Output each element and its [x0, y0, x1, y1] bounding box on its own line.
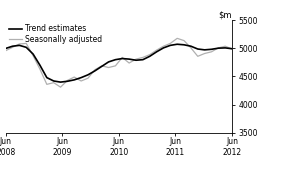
- Trend estimates: [52, 80, 55, 82]
- Seasonally adjusted: [203, 53, 206, 55]
- Seasonally adjusted: [230, 48, 234, 50]
- Seasonally adjusted: [127, 62, 131, 64]
- Trend estimates: [155, 51, 158, 53]
- Seasonally adjusted: [4, 50, 7, 52]
- Trend estimates: [114, 59, 117, 61]
- Text: $m: $m: [218, 10, 232, 19]
- Trend estimates: [93, 70, 97, 72]
- Seasonally adjusted: [210, 51, 213, 53]
- Seasonally adjusted: [45, 83, 48, 85]
- Seasonally adjusted: [169, 42, 172, 44]
- Seasonally adjusted: [72, 76, 76, 78]
- Trend estimates: [18, 44, 21, 46]
- Seasonally adjusted: [121, 56, 124, 58]
- Trend estimates: [72, 79, 76, 81]
- Seasonally adjusted: [175, 37, 179, 39]
- Trend estimates: [203, 49, 206, 51]
- Seasonally adjusted: [148, 54, 151, 56]
- Trend estimates: [162, 47, 165, 49]
- Seasonally adjusted: [100, 65, 103, 67]
- Seasonally adjusted: [162, 45, 165, 47]
- Trend estimates: [127, 58, 131, 60]
- Trend estimates: [107, 61, 110, 63]
- Seasonally adjusted: [11, 46, 14, 48]
- Trend estimates: [45, 77, 48, 79]
- Line: Trend estimates: Trend estimates: [6, 44, 232, 82]
- Trend estimates: [59, 81, 62, 83]
- Trend estimates: [196, 48, 200, 50]
- Trend estimates: [25, 46, 28, 48]
- Legend: Trend estimates, Seasonally adjusted: Trend estimates, Seasonally adjusted: [9, 24, 102, 44]
- Trend estimates: [121, 57, 124, 59]
- Line: Seasonally adjusted: Seasonally adjusted: [6, 38, 232, 87]
- Seasonally adjusted: [31, 55, 35, 57]
- Seasonally adjusted: [224, 45, 227, 47]
- Seasonally adjusted: [196, 55, 200, 57]
- Seasonally adjusted: [38, 68, 42, 70]
- Trend estimates: [134, 59, 138, 61]
- Trend estimates: [182, 44, 186, 46]
- Trend estimates: [38, 64, 42, 66]
- Trend estimates: [189, 45, 193, 47]
- Seasonally adjusted: [80, 80, 83, 82]
- Seasonally adjusted: [217, 47, 220, 49]
- Trend estimates: [224, 47, 227, 49]
- Trend estimates: [230, 48, 234, 50]
- Seasonally adjusted: [18, 43, 21, 45]
- Trend estimates: [80, 77, 83, 79]
- Trend estimates: [210, 48, 213, 50]
- Seasonally adjusted: [66, 79, 69, 81]
- Trend estimates: [175, 43, 179, 45]
- Seasonally adjusted: [93, 69, 97, 71]
- Seasonally adjusted: [134, 58, 138, 60]
- Seasonally adjusted: [189, 47, 193, 49]
- Seasonally adjusted: [141, 56, 145, 58]
- Seasonally adjusted: [52, 82, 55, 84]
- Trend estimates: [66, 80, 69, 82]
- Trend estimates: [31, 53, 35, 55]
- Trend estimates: [4, 47, 7, 49]
- Seasonally adjusted: [182, 40, 186, 42]
- Trend estimates: [100, 65, 103, 67]
- Seasonally adjusted: [25, 42, 28, 44]
- Seasonally adjusted: [59, 86, 62, 88]
- Seasonally adjusted: [114, 65, 117, 67]
- Trend estimates: [169, 44, 172, 46]
- Trend estimates: [11, 45, 14, 47]
- Seasonally adjusted: [86, 77, 90, 79]
- Seasonally adjusted: [155, 49, 158, 51]
- Trend estimates: [141, 59, 145, 61]
- Trend estimates: [217, 47, 220, 49]
- Seasonally adjusted: [107, 66, 110, 69]
- Trend estimates: [86, 74, 90, 76]
- Trend estimates: [148, 55, 151, 57]
